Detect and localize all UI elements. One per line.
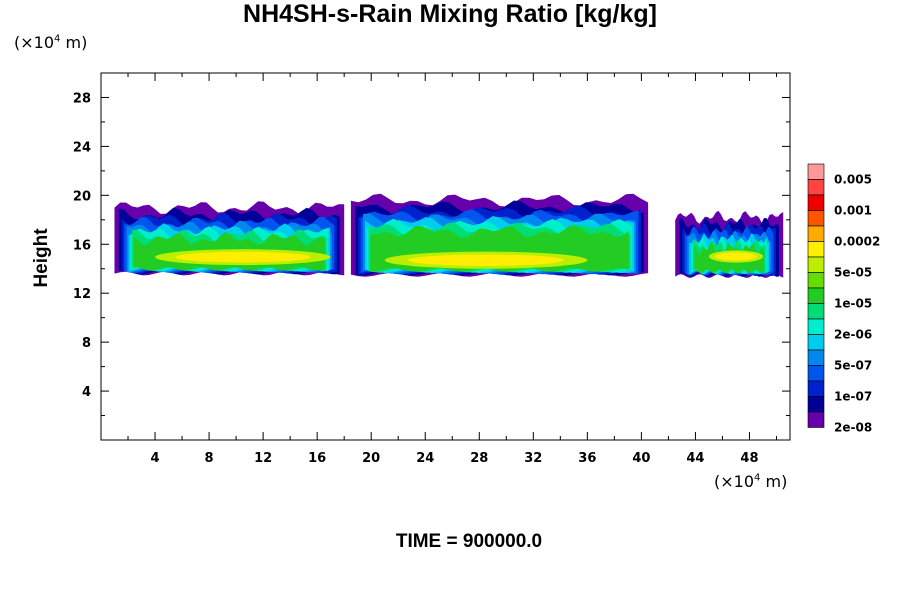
plot-area <box>114 193 784 278</box>
colorbar-label: 2e-06 <box>834 328 872 342</box>
colorbar-label: 5e-05 <box>834 266 872 280</box>
colorbar-label: 1e-05 <box>834 297 872 311</box>
y-tick-label: 12 <box>73 287 91 302</box>
colorbar-swatch <box>807 272 825 289</box>
colorbar-swatch <box>807 287 825 304</box>
chart-title: NH4SH-s-Rain Mixing Ratio [kg/kg] <box>243 0 657 28</box>
colorbar-swatch <box>807 256 825 273</box>
x-tick-label: 12 <box>254 451 272 466</box>
y-tick-label: 24 <box>73 140 91 155</box>
x-tick-label: 20 <box>362 451 380 466</box>
y-tick-label: 28 <box>73 91 91 106</box>
colorbar-label: 0.001 <box>834 204 872 218</box>
y-tick-label: 20 <box>73 189 91 204</box>
colorbar-label: 1e-07 <box>834 390 872 404</box>
x-tick-label: 4 <box>151 451 160 466</box>
colorbar-swatch <box>807 241 825 258</box>
colorbar-swatch <box>807 411 825 428</box>
x-tick-label: 44 <box>686 451 704 466</box>
y-tick-label: 4 <box>82 385 91 400</box>
time-label: TIME = 900000.0 <box>395 531 543 552</box>
x-tick-label: 40 <box>632 451 650 466</box>
colorbar-swatch <box>807 380 825 397</box>
x-tick-label: 8 <box>205 451 214 466</box>
contour-core-peak <box>175 251 311 263</box>
colorbar-swatch <box>807 318 825 335</box>
plot-frame <box>100 72 791 441</box>
y-axis-unit: (×104 m) <box>14 33 88 52</box>
colorbar-swatch <box>807 303 825 320</box>
x-tick-label: 24 <box>416 451 434 466</box>
colorbar-label: 5e-07 <box>834 359 872 373</box>
colorbar: 0.005 0.001 0.0002 5e-05 1e-05 2e-06 5e-07 1e-0… <box>807 163 880 435</box>
contour-core-peak <box>408 254 564 266</box>
colorbar-swatch <box>807 194 825 211</box>
y-tick-label: 8 <box>82 336 91 351</box>
x-tick-label: 16 <box>308 451 326 466</box>
x-tick-label: 36 <box>578 451 596 466</box>
y-tick-label: 16 <box>73 238 91 253</box>
colorbar-swatch <box>807 396 825 413</box>
colorbar-swatch <box>807 365 825 382</box>
colorbar-swatch <box>807 349 825 366</box>
colorbar-swatch <box>807 334 825 351</box>
colorbar-label: 2e-08 <box>834 421 872 435</box>
x-tick-label: 28 <box>470 451 488 466</box>
colorbar-label: 0.0002 <box>834 235 880 249</box>
x-axis-unit: (×104 m) <box>714 472 788 491</box>
colorbar-swatch <box>807 210 825 227</box>
colorbar-swatch <box>807 179 825 196</box>
colorbar-swatch <box>807 163 825 180</box>
x-tick-label: 32 <box>524 451 542 466</box>
contour-core-peak <box>715 252 757 261</box>
x-tick-label: 48 <box>740 451 758 466</box>
colorbar-label: 0.005 <box>834 173 872 187</box>
colorbar-swatch <box>807 225 825 242</box>
